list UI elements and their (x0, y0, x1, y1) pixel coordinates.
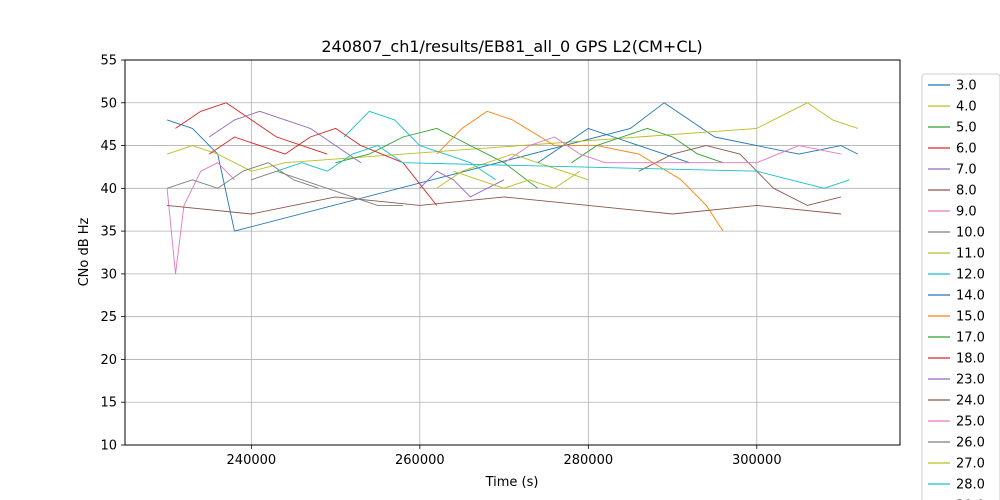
legend-label: 3.0 (956, 79, 977, 94)
x-axis-label: Time (s) (485, 475, 539, 490)
series-line-4-0 (166, 102, 859, 172)
legend-label: 4.0 (956, 100, 977, 115)
x-tick-label: 260000 (395, 453, 445, 468)
legend-label: 25.0 (956, 415, 985, 430)
legend-label: 15.0 (956, 310, 985, 325)
series-line-7-0 (208, 110, 362, 164)
legend-frame (921, 73, 1000, 500)
legend-label: 23.0 (956, 373, 985, 388)
series-line-3-0 (166, 102, 859, 232)
legend-label: 17.0 (956, 331, 985, 346)
x-tick-label: 240000 (227, 453, 277, 468)
legend-label: 14.0 (956, 289, 985, 304)
y-tick-label: 30 (100, 267, 117, 282)
y-tick-label: 10 (100, 439, 117, 454)
y-axis-label: CNo dB Hz (77, 217, 92, 286)
series-line-15-0 (436, 110, 724, 232)
series-line-9-0 (166, 162, 235, 275)
legend-label: 24.0 (956, 394, 985, 409)
series-line-24-0 (167, 196, 842, 215)
series-line-28-0 (276, 145, 850, 189)
y-tick-label: 25 (100, 310, 117, 325)
legend-label: 27.0 (956, 457, 985, 472)
x-tick-label: 280000 (563, 453, 613, 468)
axis-ticks: 240000 260000 280000 300000 10 15 20 25 30 35 40 45… (100, 54, 781, 469)
legend-label: 30.0 (956, 499, 985, 500)
legend-label: 5.0 (956, 121, 977, 136)
legend-label: 12.0 (956, 268, 985, 283)
legend-label: 8.0 (956, 184, 977, 199)
series-line-6-0 (175, 102, 328, 155)
series-line-8-0 (638, 145, 842, 206)
legend-label: 7.0 (956, 163, 977, 178)
series-line-10-0 (166, 162, 319, 189)
series-line-27-0 (453, 170, 581, 189)
y-tick-label: 20 (100, 353, 117, 368)
series-line-11-0 (436, 153, 589, 189)
legend-label: 18.0 (956, 352, 985, 367)
legend-label: 28.0 (956, 478, 985, 493)
legend-label: 11.0 (956, 247, 985, 262)
y-tick-label: 40 (100, 182, 117, 197)
y-tick-label: 15 (100, 396, 117, 411)
y-tick-label: 50 (100, 96, 117, 111)
legend-label: 10.0 (956, 226, 985, 241)
legend: 3.0 4.0 5.0 6.0 7.0 8.0 9.0 10.0 11.0 12.0 14.0 15.… (921, 73, 1000, 500)
legend-label: 6.0 (956, 142, 977, 157)
series-line-12-0 (343, 110, 496, 181)
y-tick-label: 35 (100, 225, 117, 240)
series-line-23-0 (419, 170, 505, 198)
plot-frame (124, 59, 901, 446)
legend-label: 9.0 (956, 205, 977, 220)
chart-title: 240807_ch1/results/EB81_all_0 GPS L2(CM+… (321, 37, 702, 57)
series-line-18-0 (208, 127, 438, 206)
legend-label: 26.0 (956, 436, 985, 451)
series-lines (166, 102, 859, 275)
series-line-5-0 (335, 127, 539, 189)
y-tick-label: 45 (100, 139, 117, 154)
series-line-17-0 (571, 127, 724, 164)
x-tick-label: 300000 (732, 453, 782, 468)
series-line-25-0 (503, 136, 842, 164)
y-tick-label: 55 (100, 54, 117, 69)
